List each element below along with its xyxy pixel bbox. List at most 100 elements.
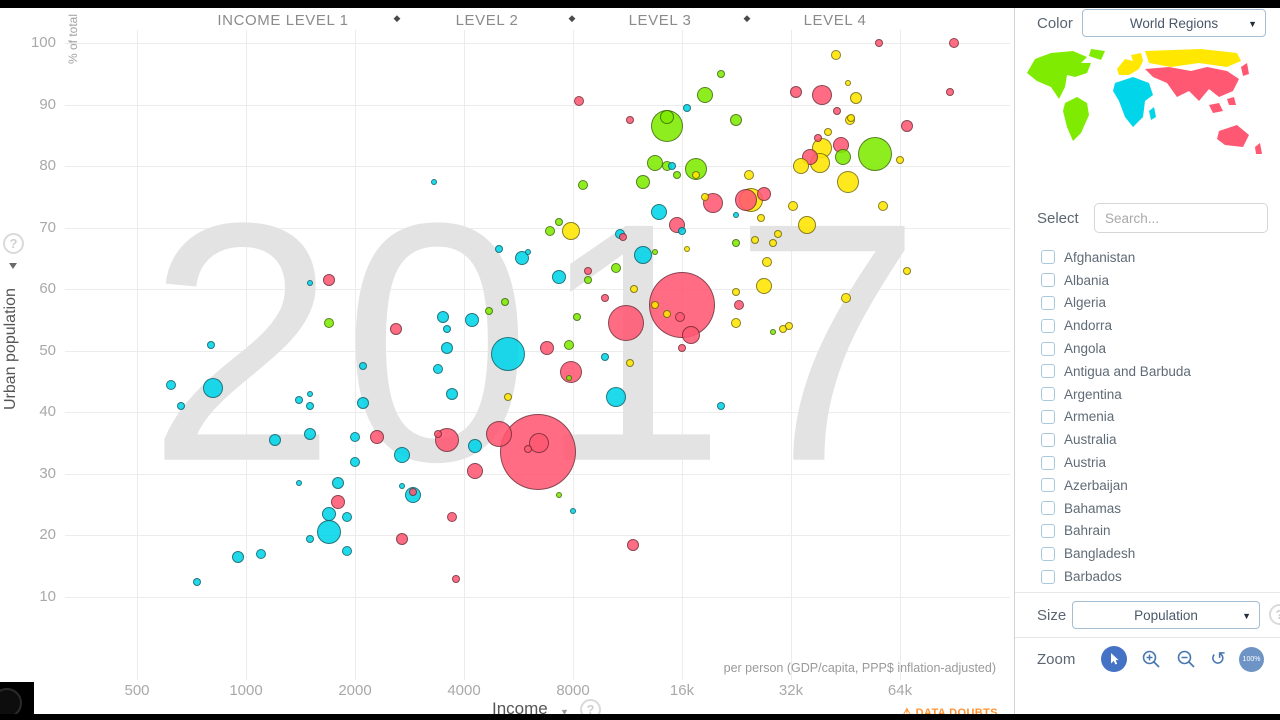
bubble[interactable] bbox=[626, 538, 639, 551]
bubble[interactable] bbox=[231, 550, 244, 563]
zoom-100-button[interactable]: 100% bbox=[1239, 646, 1264, 672]
bubble[interactable] bbox=[681, 326, 700, 345]
country-row[interactable]: Albania bbox=[1041, 269, 1280, 292]
bubble[interactable] bbox=[358, 362, 367, 371]
bubble[interactable] bbox=[716, 69, 725, 78]
bubble[interactable] bbox=[875, 39, 883, 47]
country-checkbox[interactable] bbox=[1041, 523, 1055, 538]
bubble[interactable] bbox=[634, 246, 653, 265]
country-checkbox[interactable] bbox=[1041, 387, 1055, 402]
bubble[interactable] bbox=[789, 86, 802, 99]
country-row[interactable]: Australia bbox=[1041, 428, 1280, 451]
search-input[interactable] bbox=[1094, 203, 1268, 233]
bubble[interactable] bbox=[812, 85, 833, 106]
bubble[interactable] bbox=[583, 275, 592, 284]
bubble[interactable] bbox=[192, 577, 201, 586]
bubble[interactable] bbox=[562, 221, 581, 240]
country-checkbox[interactable] bbox=[1041, 341, 1055, 356]
bubble[interactable] bbox=[607, 305, 644, 342]
bubble[interactable] bbox=[430, 178, 437, 185]
bubble[interactable] bbox=[732, 212, 739, 219]
bubble[interactable] bbox=[662, 309, 671, 318]
country-checkbox[interactable] bbox=[1041, 569, 1055, 584]
bubble[interactable] bbox=[692, 171, 701, 180]
bubble[interactable] bbox=[555, 492, 562, 499]
bubble[interactable] bbox=[443, 325, 452, 334]
bubble[interactable] bbox=[696, 87, 713, 104]
bubble[interactable] bbox=[564, 339, 575, 350]
bubble[interactable] bbox=[464, 313, 479, 327]
bubble[interactable] bbox=[570, 507, 576, 514]
bubble[interactable] bbox=[768, 239, 777, 248]
bubble[interactable] bbox=[850, 92, 863, 105]
bubble[interactable] bbox=[667, 162, 676, 171]
bubble[interactable] bbox=[305, 402, 314, 411]
bubble[interactable] bbox=[878, 201, 889, 212]
bubble[interactable] bbox=[682, 103, 691, 112]
bubble[interactable] bbox=[341, 545, 352, 556]
bubble[interactable] bbox=[306, 390, 313, 397]
bubble[interactable] bbox=[399, 483, 406, 490]
bubble[interactable] bbox=[434, 429, 443, 438]
bubble[interactable] bbox=[451, 574, 460, 583]
zoom-reset-button[interactable]: ↺ bbox=[1210, 648, 1226, 670]
bubble[interactable] bbox=[323, 273, 336, 286]
bubble[interactable] bbox=[504, 392, 513, 401]
bubble[interactable] bbox=[566, 375, 573, 382]
bubble[interactable] bbox=[435, 428, 460, 453]
bubble[interactable] bbox=[324, 318, 335, 329]
bubble[interactable] bbox=[600, 352, 609, 361]
bubble[interactable] bbox=[331, 494, 346, 509]
bubble[interactable] bbox=[468, 439, 483, 454]
bubble[interactable] bbox=[572, 312, 581, 321]
country-row[interactable]: Barbados bbox=[1041, 565, 1280, 588]
country-checkbox[interactable] bbox=[1041, 273, 1055, 288]
bubble[interactable] bbox=[673, 171, 681, 180]
bubble[interactable] bbox=[317, 520, 342, 545]
bubble[interactable] bbox=[529, 433, 550, 454]
bubble[interactable] bbox=[573, 96, 584, 107]
y-axis-help-icon[interactable]: ? bbox=[3, 233, 24, 254]
country-row[interactable]: Azerbaijan bbox=[1041, 474, 1280, 497]
x-axis-title[interactable]: Income bbox=[492, 699, 548, 718]
world-region-map[interactable] bbox=[1021, 47, 1269, 161]
bubble[interactable] bbox=[294, 396, 303, 405]
bubble[interactable] bbox=[206, 340, 215, 349]
country-checkbox[interactable] bbox=[1041, 455, 1055, 470]
country-row[interactable]: Afghanistan bbox=[1041, 246, 1280, 269]
bubble[interactable] bbox=[798, 215, 817, 234]
bubble[interactable] bbox=[762, 256, 773, 267]
country-row[interactable]: Bahrain bbox=[1041, 520, 1280, 543]
size-help-icon[interactable]: ? bbox=[1269, 604, 1280, 625]
bubble[interactable] bbox=[176, 402, 185, 411]
bubble[interactable] bbox=[437, 310, 449, 323]
bubble[interactable] bbox=[814, 134, 823, 143]
bubble[interactable] bbox=[305, 534, 314, 543]
bubble[interactable] bbox=[577, 179, 588, 190]
bubble[interactable] bbox=[441, 341, 454, 354]
country-checkbox[interactable] bbox=[1041, 250, 1055, 265]
bubble[interactable] bbox=[678, 226, 686, 235]
country-row[interactable]: Bahamas bbox=[1041, 497, 1280, 520]
bubble[interactable] bbox=[295, 480, 302, 487]
bubble[interactable] bbox=[369, 429, 384, 444]
bubble[interactable] bbox=[268, 434, 281, 447]
bubble[interactable] bbox=[731, 239, 740, 248]
bubble[interactable] bbox=[396, 532, 409, 545]
bubble[interactable] bbox=[306, 280, 313, 287]
country-checkbox[interactable] bbox=[1041, 409, 1055, 424]
country-row[interactable]: Antigua and Barbuda bbox=[1041, 360, 1280, 383]
bubble[interactable] bbox=[744, 170, 754, 181]
bubble[interactable] bbox=[332, 477, 345, 490]
bubble[interactable] bbox=[394, 447, 411, 464]
bubble[interactable] bbox=[446, 511, 457, 522]
bubble[interactable] bbox=[515, 251, 530, 266]
country-row[interactable]: Armenia bbox=[1041, 406, 1280, 429]
bubble[interactable] bbox=[784, 322, 793, 331]
bubble[interactable] bbox=[846, 114, 855, 123]
bubble[interactable] bbox=[350, 431, 360, 442]
bubble[interactable] bbox=[409, 488, 418, 497]
bubble[interactable] bbox=[675, 311, 686, 322]
zoom-out-button[interactable] bbox=[1175, 648, 1197, 670]
zoom-in-button[interactable] bbox=[1140, 648, 1162, 670]
